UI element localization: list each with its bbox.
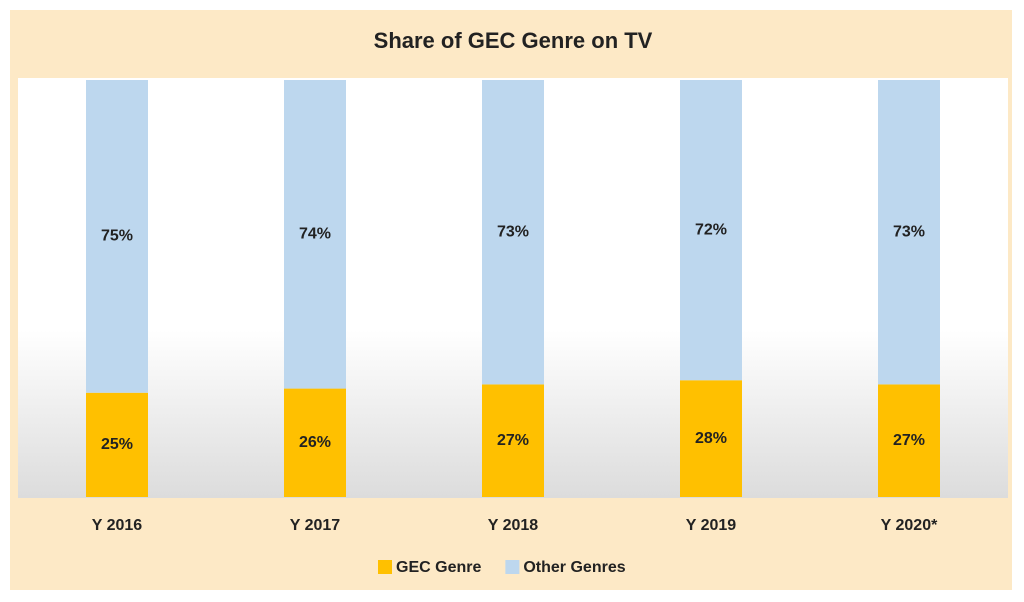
- x-tick-label: Y 2016: [92, 517, 143, 534]
- data-label: 26%: [299, 434, 331, 451]
- data-label: 28%: [695, 430, 727, 447]
- bar-segment: [86, 392, 148, 497]
- x-tick-label: Y 2017: [290, 517, 341, 534]
- data-label: 74%: [299, 226, 331, 243]
- legend-label: GEC Genre: [396, 559, 481, 576]
- bar-segment: [878, 80, 940, 385]
- bar-segment: [284, 80, 346, 389]
- bar-segment: [284, 388, 346, 497]
- data-label: 27%: [497, 432, 529, 449]
- bar-segment: [482, 80, 544, 385]
- x-tick-label: Y 2018: [488, 517, 539, 534]
- data-label: 75%: [101, 228, 133, 245]
- x-tick-label: Y 2019: [686, 517, 737, 534]
- x-tick-label: Y 2020*: [881, 517, 938, 534]
- data-label: 73%: [497, 223, 529, 240]
- chart-title: Share of GEC Genre on TV: [374, 28, 653, 53]
- data-label: 25%: [101, 436, 133, 453]
- bar-segment: [680, 80, 742, 381]
- bar-segment: [482, 384, 544, 497]
- data-label: 27%: [893, 432, 925, 449]
- bar-segment: [86, 80, 148, 393]
- data-label: 73%: [893, 223, 925, 240]
- bar-segment: [878, 384, 940, 497]
- legend-label: Other Genres: [523, 559, 625, 576]
- bar-segment: [680, 380, 742, 497]
- legend-swatch: [505, 560, 520, 574]
- legend-swatch: [378, 560, 392, 574]
- data-label: 72%: [695, 221, 727, 238]
